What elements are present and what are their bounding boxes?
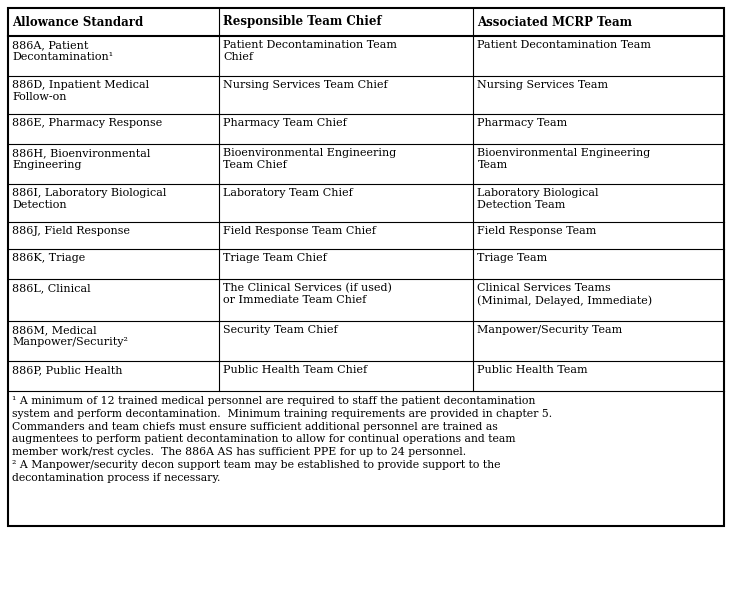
Text: Field Response Team Chief: Field Response Team Chief: [223, 226, 376, 236]
Text: Associated MCRP Team: Associated MCRP Team: [477, 15, 632, 28]
Text: Triage Team: Triage Team: [477, 253, 548, 263]
Text: 886M, Medical
Manpower/Security²: 886M, Medical Manpower/Security²: [12, 325, 128, 347]
Text: Manpower/Security Team: Manpower/Security Team: [477, 325, 623, 335]
Text: Laboratory Team Chief: Laboratory Team Chief: [223, 188, 353, 198]
Text: The Clinical Services (if used)
or Immediate Team Chief: The Clinical Services (if used) or Immed…: [223, 283, 392, 305]
Text: 886A, Patient
Decontamination¹: 886A, Patient Decontamination¹: [12, 40, 113, 62]
Text: Public Health Team: Public Health Team: [477, 365, 588, 375]
Text: 886I, Laboratory Biological
Detection: 886I, Laboratory Biological Detection: [12, 188, 166, 210]
Text: Bioenvironmental Engineering
Team: Bioenvironmental Engineering Team: [477, 148, 651, 170]
Text: Nursing Services Team: Nursing Services Team: [477, 80, 608, 90]
Text: Nursing Services Team Chief: Nursing Services Team Chief: [223, 80, 388, 90]
Text: Laboratory Biological
Detection Team: Laboratory Biological Detection Team: [477, 188, 599, 210]
Text: 886J, Field Response: 886J, Field Response: [12, 226, 130, 236]
Text: 886P, Public Health: 886P, Public Health: [12, 365, 122, 375]
Text: 886H, Bioenvironmental
Engineering: 886H, Bioenvironmental Engineering: [12, 148, 150, 170]
Text: Pharmacy Team Chief: Pharmacy Team Chief: [223, 118, 347, 128]
Text: Patient Decontamination Team
Chief: Patient Decontamination Team Chief: [223, 40, 397, 62]
Text: Pharmacy Team: Pharmacy Team: [477, 118, 567, 128]
Text: Patient Decontamination Team: Patient Decontamination Team: [477, 40, 651, 50]
Text: Field Response Team: Field Response Team: [477, 226, 597, 236]
Bar: [8, 8, 724, 526]
Text: Clinical Services Teams
(Minimal, Delayed, Immediate): Clinical Services Teams (Minimal, Delaye…: [477, 283, 652, 306]
Text: Security Team Chief: Security Team Chief: [223, 325, 338, 335]
Text: Public Health Team Chief: Public Health Team Chief: [223, 365, 367, 375]
Text: Bioenvironmental Engineering
Team Chief: Bioenvironmental Engineering Team Chief: [223, 148, 397, 170]
Text: 886D, Inpatient Medical
Follow-on: 886D, Inpatient Medical Follow-on: [12, 80, 149, 102]
Text: Allowance Standard: Allowance Standard: [12, 15, 143, 28]
Text: ¹ A minimum of 12 trained medical personnel are required to staff the patient de: ¹ A minimum of 12 trained medical person…: [12, 396, 552, 483]
Text: Responsible Team Chief: Responsible Team Chief: [223, 15, 382, 28]
Text: Triage Team Chief: Triage Team Chief: [223, 253, 327, 263]
Text: 886L, Clinical: 886L, Clinical: [12, 283, 91, 293]
Text: 886K, Triage: 886K, Triage: [12, 253, 85, 263]
Text: 886E, Pharmacy Response: 886E, Pharmacy Response: [12, 118, 163, 128]
